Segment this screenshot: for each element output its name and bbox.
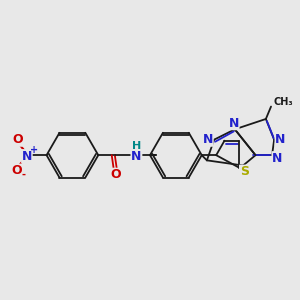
Text: N: N [272, 152, 282, 165]
Text: O: O [11, 164, 22, 177]
Text: -: - [22, 170, 26, 180]
Text: N: N [131, 150, 142, 163]
Text: O: O [110, 168, 121, 181]
Text: N: N [229, 117, 239, 130]
Text: +: + [30, 145, 38, 155]
Text: O: O [12, 133, 23, 146]
Text: N: N [22, 150, 32, 163]
Text: N: N [275, 133, 286, 146]
Text: CH₃: CH₃ [273, 98, 293, 107]
Text: H: H [132, 141, 141, 151]
Text: N: N [203, 133, 213, 146]
Text: S: S [240, 165, 249, 178]
